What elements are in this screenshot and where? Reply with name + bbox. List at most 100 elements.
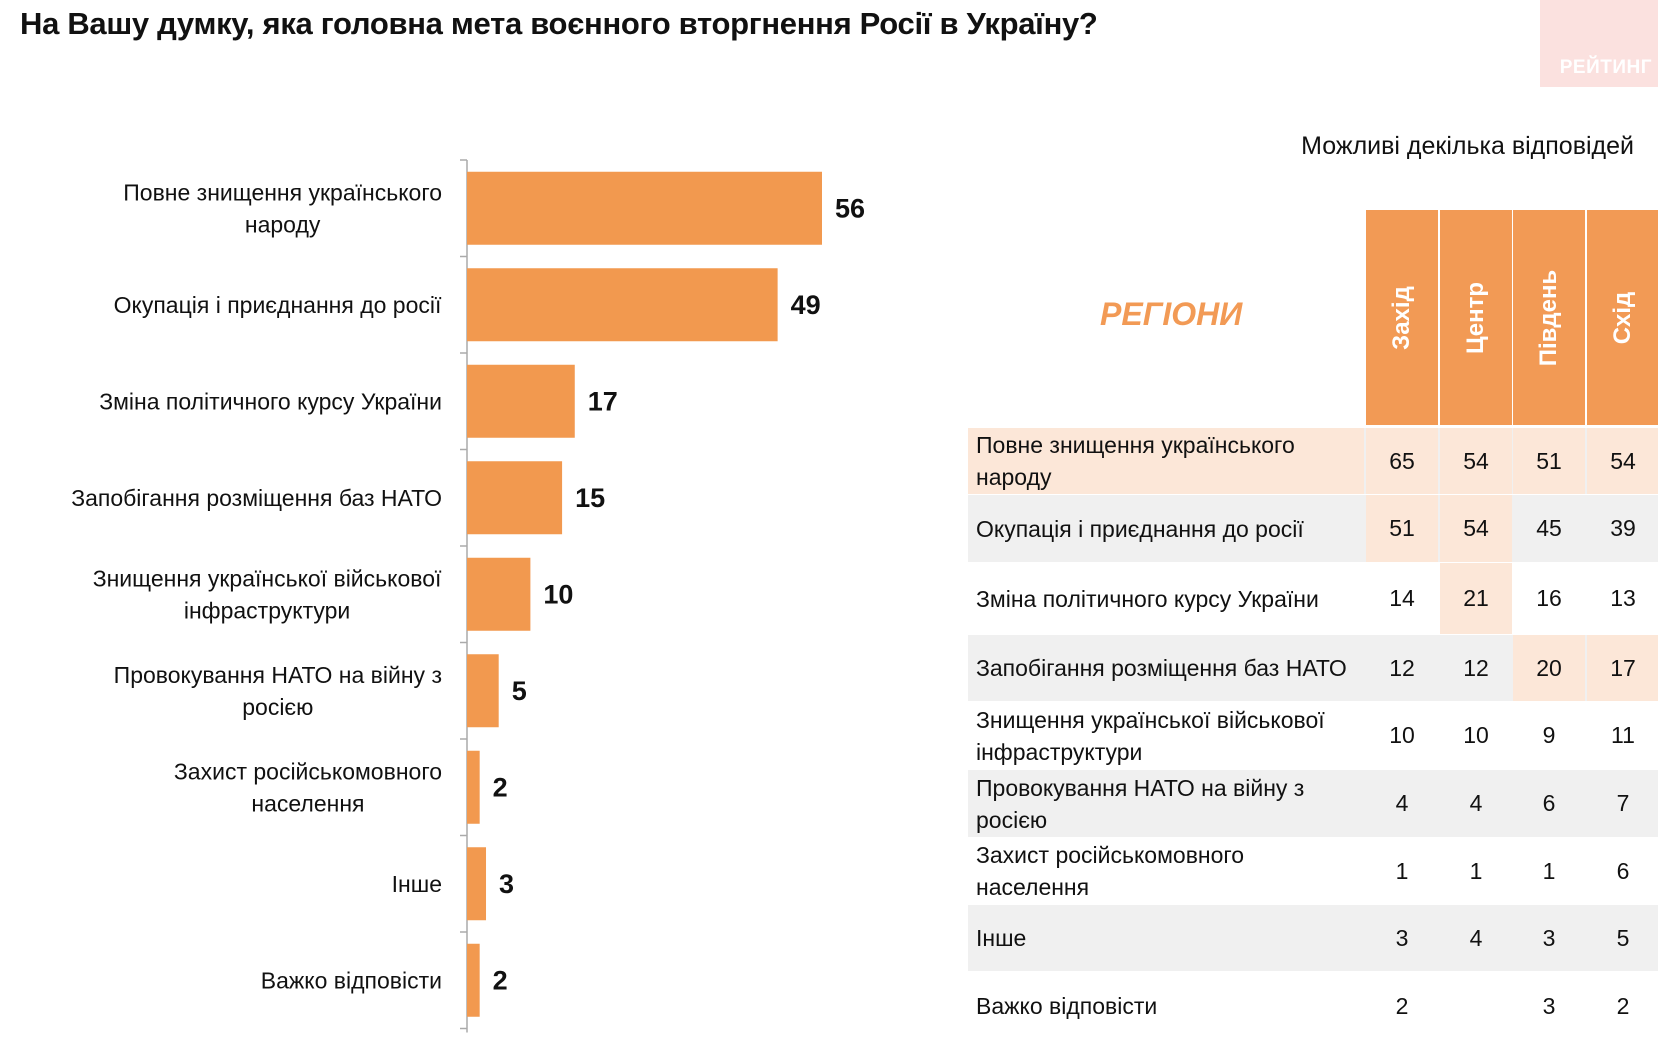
table-row: Захист російськомовного населення 1 1 1 6 [968,838,1658,904]
table-cell: 54 [1440,495,1512,562]
row-label: Повне знищення українського народу [976,432,1295,490]
table-cell [1440,972,1512,1040]
multiple-answers-note: Можливі декілька відповідей [1301,132,1634,160]
row-label: Зміна політичного курсу України [976,585,1319,612]
table-cell: 65 [1366,428,1438,494]
table-cell: 1 [1395,857,1409,884]
table-cell: 20 [1513,635,1585,701]
row-label: Знищення української військової інфрастр… [976,706,1325,765]
category-label: Важко відповісти [261,967,442,993]
table-row: Важко відповісти 2 3 2 [968,972,1658,1040]
table-cell: 39 [1610,515,1636,541]
table-cell: 10 [1389,722,1415,748]
table-row: Окупація і приєднання до росії 51 54 45 39 [968,495,1658,562]
table-cell: 5 [1616,924,1630,951]
table-cell: 51 [1366,495,1438,562]
table-cell: 4 [1469,924,1483,951]
bar-value-label: 15 [575,483,605,513]
page-title: На Вашу думку, яка головна мета воєнного… [20,6,1098,41]
brand-logo: РЕЙТИНГ [1540,0,1658,87]
bar-5 [467,557,531,631]
table-row: Запобігання розміщення баз НАТО 12 12 20 17 [968,635,1658,701]
category-label-line: Знищення української військової [93,565,442,591]
bar-6 [467,654,499,728]
category-label: Запобігання розміщення баз НАТО [71,485,442,511]
table-cell: 12 [1389,654,1415,681]
bar-value-label: 56 [835,193,865,223]
table-cell: 2 [1395,992,1409,1019]
category-label: Зміна політичного курсу України [99,388,442,414]
table-cell: 12 [1463,654,1489,681]
bar-value-label: 2 [493,772,508,802]
table-cell: 14 [1389,585,1415,611]
category-label: Інше [392,871,442,897]
table-cell: 6 [1542,790,1556,816]
category-label-line: Інше [392,871,442,897]
column-header-label: Схід [1609,291,1636,344]
column-header: Південь [1513,210,1587,425]
table-cell: 54 [1440,428,1512,494]
row-label: Окупація і приєднання до росії [976,515,1304,542]
category-label: Провокування НАТО на війну з росією [114,662,442,720]
table-cell: 3 [1395,924,1409,951]
table-cell: 9 [1542,722,1556,748]
bar-value-label: 10 [543,579,573,609]
table-cell: 6 [1616,857,1630,884]
bar-9 [467,943,480,1017]
column-header: Центр [1440,210,1514,425]
table-row: Провокування НАТО на війну з росією 4 4 6 7 [968,770,1658,837]
category-label-line: Повне знищення українського [123,179,442,205]
table-cell: 13 [1610,585,1636,611]
table-cell: 2 [1616,992,1630,1019]
category-label: Знищення української військової інфрастру… [93,565,442,623]
table-cell: 1 [1469,857,1483,884]
bar-chart: 56 Повне знищення українського народу 49 Оку… [71,159,865,1033]
column-header: Схід [1587,210,1658,425]
table-cell: 3 [1542,924,1556,951]
category-label-line: Окупація і приєднання до росії [114,292,442,318]
bar-value-label: 2 [493,965,508,995]
table-row: Інше 3 4 3 5 [968,905,1658,971]
row-label: Провокування НАТО на війну з росією [976,774,1305,833]
category-label-line: росією [242,694,313,720]
category-label-line: інфраструктури [184,597,350,623]
table-cell: 45 [1536,515,1562,541]
regions-header: РЕГІОНИ [1100,296,1243,332]
category-label-line: Зміна політичного курсу України [99,388,442,414]
row-label: Інше [976,925,1027,951]
table-cell: 7 [1616,790,1630,816]
column-header-label: Захід [1388,285,1415,350]
table-row: Повне знищення українського народу 65 54 51… [968,428,1658,494]
table-cell: 16 [1536,585,1562,611]
category-label: Захист російськомовного населення [174,758,442,816]
category-label-line: Запобігання розміщення баз НАТО [71,485,442,511]
row-label: Запобігання розміщення баз НАТО [976,655,1347,681]
bar-4 [467,461,563,535]
bar-value-label: 49 [791,290,821,320]
bar-value-label: 5 [512,676,527,706]
row-label-highlight [968,428,1364,494]
table-cell: 3 [1542,992,1556,1019]
column-header: Захід [1366,210,1440,425]
table-cell: 1 [1542,857,1556,884]
table-cell: 21 [1440,563,1512,634]
table-row: Знищення української військової інфрастр… [968,702,1658,769]
category-label-line: Захист російськомовного [174,758,442,784]
category-label: Окупація і приєднання до росії [114,292,442,318]
table-cell: 54 [1587,428,1658,494]
category-label-line: населення [251,790,364,816]
brand-text: РЕЙТИНГ [1559,57,1652,78]
table-cell: 51 [1513,428,1585,494]
row-label: Захист російськомовного населення [976,842,1245,900]
table-row: Зміна політичного курсу України 14 21 16 13 [968,563,1658,634]
bar-2 [467,268,778,342]
table-cell: 17 [1587,635,1658,701]
table-cell: 11 [1611,722,1635,748]
category-label: Повне знищення українського народу [123,179,442,237]
category-label-line: Провокування НАТО на війну з [114,662,442,688]
table-cell: 10 [1463,722,1489,748]
bar-value-label: 3 [499,869,514,899]
category-label-line: Важко відповісти [261,967,442,993]
column-header-label: Центр [1462,281,1489,354]
table-cell: 4 [1395,790,1409,816]
